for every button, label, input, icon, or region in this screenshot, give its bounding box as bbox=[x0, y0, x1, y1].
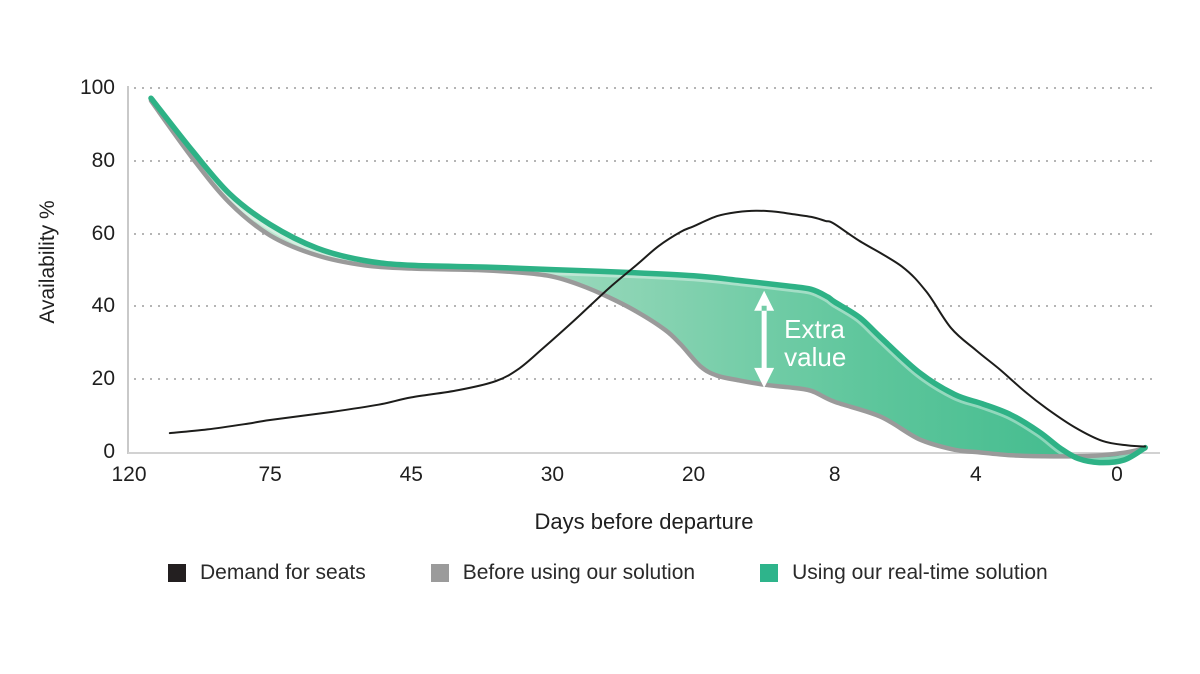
x-tick-label: 30 bbox=[540, 463, 565, 486]
gridline bbox=[134, 378, 1156, 381]
x-tick-label: 0 bbox=[1111, 463, 1123, 486]
legend-label: Before using our solution bbox=[462, 561, 696, 584]
extra-value-fill-area bbox=[151, 98, 1146, 463]
x-tick-label: 8 bbox=[828, 463, 841, 486]
legend-swatch-icon bbox=[168, 564, 186, 582]
y-tick-label: 0 bbox=[103, 440, 115, 463]
x-tick-label: 4 bbox=[970, 463, 982, 486]
legend-item: Demand for seats bbox=[168, 561, 366, 585]
x-tick-label: 75 bbox=[258, 463, 282, 486]
legend-swatch-icon bbox=[760, 564, 779, 582]
legend: Demand for seats Before using our solutio… bbox=[168, 561, 1048, 585]
gridline bbox=[134, 87, 1156, 89]
x-axis-title: Days before departure bbox=[534, 509, 754, 534]
y-tick-label: 40 bbox=[91, 294, 115, 318]
legend-label: Using our real-time solution bbox=[792, 561, 1048, 584]
legend-item: Using our real-time solution bbox=[760, 561, 1048, 585]
y-axis-line bbox=[127, 86, 129, 454]
y-tick-label: 100 bbox=[79, 76, 115, 99]
series-demand-line bbox=[168, 209, 1147, 448]
realtime-line-highlight bbox=[151, 98, 1146, 463]
gridline bbox=[134, 159, 1156, 162]
gridline bbox=[134, 305, 1156, 308]
extra-value-label: Extra value bbox=[784, 313, 847, 372]
x-tick-label: 20 bbox=[681, 463, 706, 486]
y-tick-label: 60 bbox=[91, 221, 115, 245]
gridline bbox=[134, 232, 1156, 235]
y-tick-label: 80 bbox=[91, 148, 115, 172]
series-realtime-solution-line bbox=[148, 95, 1148, 466]
legend-label: Demand for seats bbox=[200, 561, 366, 584]
legend-swatch-icon bbox=[430, 564, 449, 582]
y-tick-label: 20 bbox=[91, 367, 115, 391]
series-before-solution-line bbox=[148, 98, 1148, 459]
x-tick-label: 45 bbox=[399, 463, 423, 486]
x-tick-label: 120 bbox=[111, 463, 147, 486]
legend-item: Before using our solution bbox=[430, 561, 696, 585]
x-axis-line bbox=[128, 452, 1160, 454]
